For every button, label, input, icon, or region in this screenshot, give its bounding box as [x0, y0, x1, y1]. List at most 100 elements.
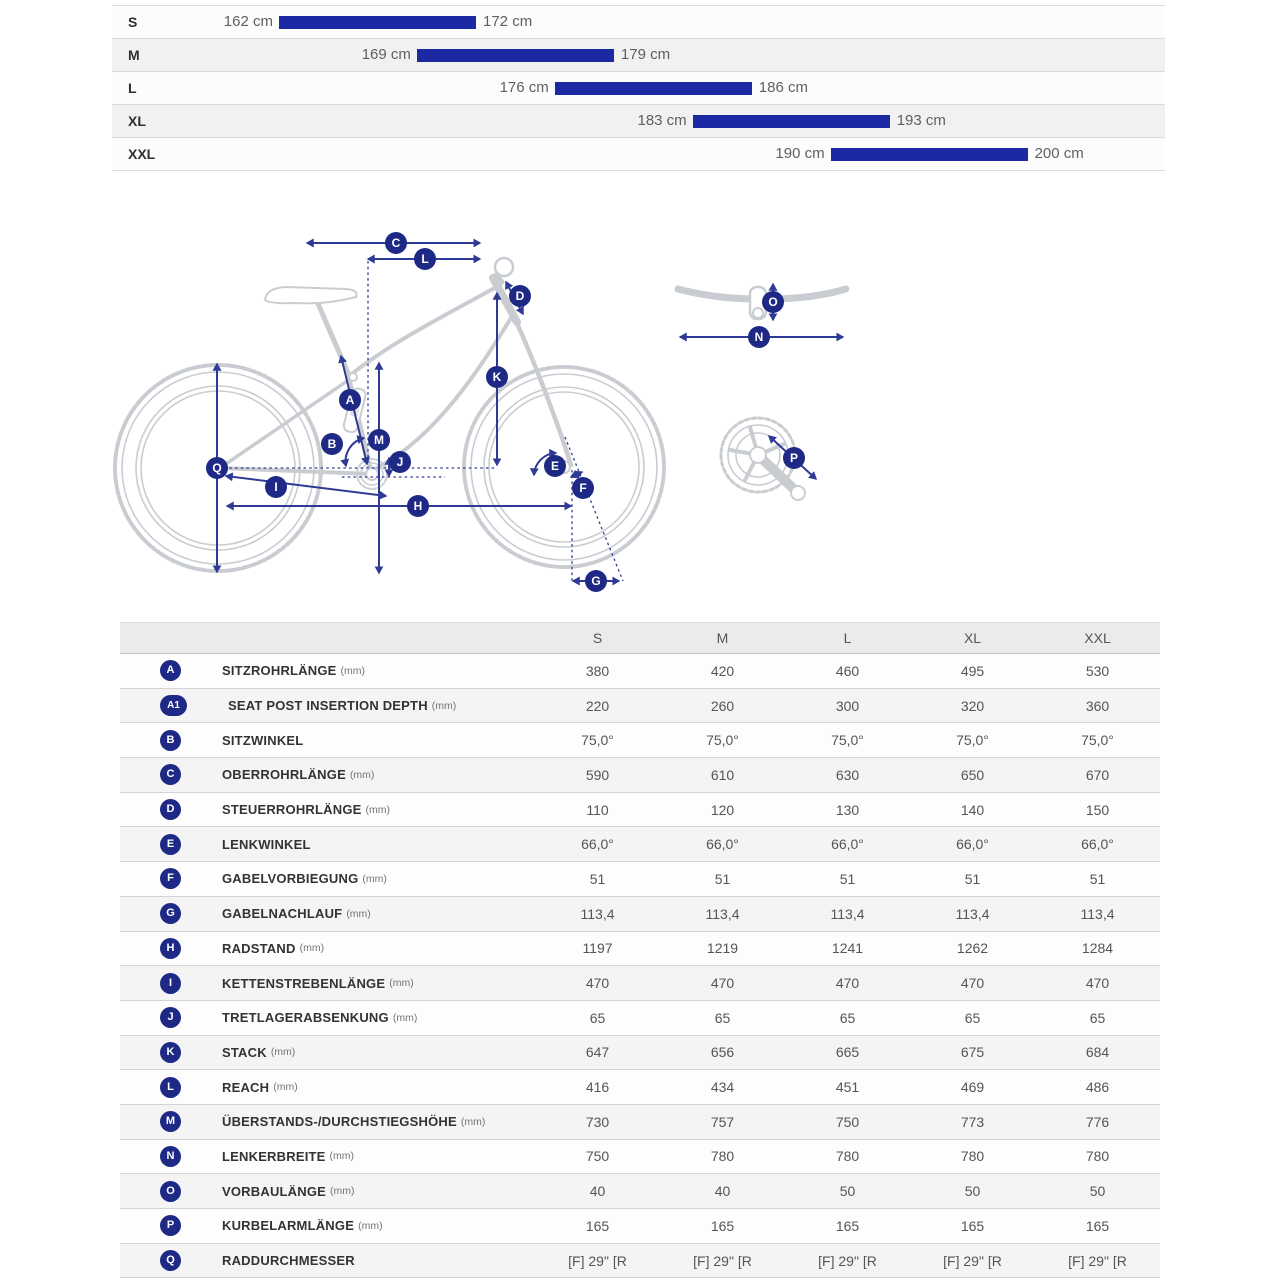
table-header-M: M: [716, 630, 729, 646]
row-label-cell: A1 SEAT POST INSERTION DEPTH (mm): [120, 695, 535, 717]
row-badge-P: P: [160, 1215, 181, 1237]
height-range-bar: [830, 148, 1028, 161]
svg-text:A: A: [346, 393, 355, 407]
diagram-badge-A: A: [339, 389, 361, 411]
geometry-row-F: F GABELVORBIEGUNG (mm) 51 51 51 51 51: [120, 862, 1160, 897]
diagram-badge-F: F: [572, 477, 594, 499]
diagram-badge-K: K: [486, 366, 508, 388]
value-cell: 590: [585, 766, 610, 783]
row-unit: (mm): [460, 1115, 486, 1128]
value-cell: [F] 29" [R: [818, 1252, 877, 1269]
geo-table-body: A SITZROHRLÄNGE (mm) 380 420 460 495 530 A1 SEAT …: [120, 654, 1160, 1279]
row-badge-Q: Q: [160, 1250, 181, 1272]
geometry-row-P: P KURBELARMLÄNGE (mm) 165 165 165 165 165: [120, 1209, 1160, 1244]
value-cell: 50: [1089, 1183, 1106, 1200]
value-cell: 434: [710, 1079, 735, 1096]
row-label: STEUERROHRLÄNGE: [222, 802, 362, 818]
value-cell: 113,4: [1080, 905, 1115, 922]
geometry-row-N: N LENKERBREITE (mm) 750 780 780 780 780: [120, 1139, 1160, 1175]
row-badge-G: G: [160, 903, 181, 925]
height-min-label: 176 cm: [499, 79, 549, 96]
value-cell: 66,0°: [581, 836, 614, 853]
value-cell: 113,4: [830, 905, 865, 922]
dim-B: [340, 435, 366, 468]
row-unit: (mm): [273, 1081, 298, 1094]
row-label: SITZROHRLÄNGE: [222, 663, 337, 679]
diagram-badge-I: I: [265, 476, 287, 498]
table-header-XXL: XXL: [1084, 630, 1111, 646]
row-label: REACH: [222, 1079, 270, 1095]
geometry-row-Q: Q RADDURCHMESSER [F] 29" [R [F] 29" [R [F] 2…: [120, 1243, 1160, 1279]
value-cell: 75,0°: [581, 732, 614, 749]
svg-text:L: L: [421, 252, 428, 266]
svg-text:E: E: [551, 459, 559, 473]
value-cell: 670: [1085, 766, 1110, 783]
geometry-row-K: K STACK (mm) 647 656 665 675 684: [120, 1035, 1160, 1071]
value-cell: 150: [1085, 801, 1110, 818]
value-cell: 1197: [582, 940, 613, 957]
value-cell: 66,0°: [956, 836, 989, 853]
value-cell: 684: [1085, 1044, 1110, 1061]
value-cell: 470: [585, 975, 610, 992]
svg-text:I: I: [274, 480, 277, 494]
rider-height-row-M: M 169 cm 179 cm: [112, 38, 1165, 71]
rider-height-row-L: L 176 cm 186 cm: [112, 71, 1165, 104]
diagram-badge-M: M: [368, 429, 390, 451]
handlebar-top-view: [674, 285, 850, 321]
size-label: S: [128, 14, 138, 30]
row-label: SEAT POST INSERTION DEPTH: [228, 698, 428, 714]
height-min-label: 162 cm: [223, 13, 273, 30]
value-cell: 665: [835, 1044, 860, 1061]
row-unit: (mm): [270, 1046, 296, 1059]
value-cell: 165: [835, 1217, 860, 1234]
rider-height-row-S: S 162 cm 172 cm: [112, 5, 1165, 38]
row-badge-I: I: [160, 972, 181, 994]
value-cell: 165: [585, 1217, 610, 1234]
value-cell: 75,0°: [706, 732, 739, 749]
height-range-bar: [554, 82, 752, 95]
row-unit: (mm): [349, 768, 375, 781]
value-cell: 140: [960, 801, 985, 818]
row-unit: (mm): [346, 907, 371, 920]
value-cell: 470: [835, 975, 860, 992]
row-label-cell: N LENKERBREITE (mm): [120, 1145, 535, 1167]
row-label-cell: K STACK (mm): [120, 1041, 535, 1063]
value-cell: 130: [835, 801, 860, 818]
row-badge-B: B: [160, 729, 181, 751]
row-badge-N: N: [160, 1145, 181, 1167]
row-label-cell: O VORBAULÄNGE (mm): [120, 1180, 535, 1202]
rider-height-row-XXL: XXL 190 cm 200 cm: [112, 137, 1165, 171]
row-unit: (mm): [299, 942, 325, 955]
row-badge-K: K: [160, 1041, 181, 1063]
row-unit: (mm): [340, 664, 366, 677]
diagram-badge-N: N: [748, 326, 770, 348]
geometry-row-O: O VORBAULÄNGE (mm) 40 40 50 50 50: [120, 1174, 1160, 1209]
height-range-bar: [279, 16, 476, 29]
row-label-cell: D STEUERROHRLÄNGE (mm): [120, 799, 535, 821]
value-cell: 773: [960, 1113, 985, 1130]
value-cell: 165: [1085, 1217, 1110, 1234]
value-cell: 630: [835, 766, 860, 783]
height-max-label: 200 cm: [1034, 145, 1084, 162]
geometry-row-H: H RADSTAND (mm) 1197 1219 1241 1262 1284: [120, 931, 1160, 967]
row-badge-O: O: [160, 1180, 181, 1202]
height-min-label: 183 cm: [637, 112, 687, 129]
geometry-row-C: C OBERROHRLÄNGE (mm) 590 610 630 650 670: [120, 758, 1160, 793]
rider-height-row-XL: XL 183 cm 193 cm: [112, 104, 1165, 137]
value-cell: 65: [839, 1009, 856, 1026]
row-label-cell: Q RADDURCHMESSER: [120, 1250, 535, 1272]
value-cell: 470: [710, 975, 735, 992]
value-cell: 51: [1089, 870, 1106, 887]
value-cell: 75,0°: [1081, 732, 1114, 749]
geometry-row-B: B SITZWINKEL 75,0° 75,0° 75,0° 75,0° 75,0°: [120, 723, 1160, 759]
row-label: LENKWINKEL: [222, 836, 311, 852]
value-cell: 780: [1085, 1148, 1110, 1165]
value-cell: 451: [835, 1079, 860, 1096]
value-cell: [F] 29" [R: [1068, 1252, 1127, 1269]
row-label-cell: C OBERROHRLÄNGE (mm): [120, 764, 535, 786]
height-max-label: 186 cm: [758, 79, 808, 96]
geometry-row-G: G GABELNACHLAUF (mm) 113,4 113,4 113,4 113,4 11…: [120, 896, 1160, 932]
value-cell: 486: [1085, 1079, 1110, 1096]
value-cell: 750: [585, 1148, 610, 1165]
